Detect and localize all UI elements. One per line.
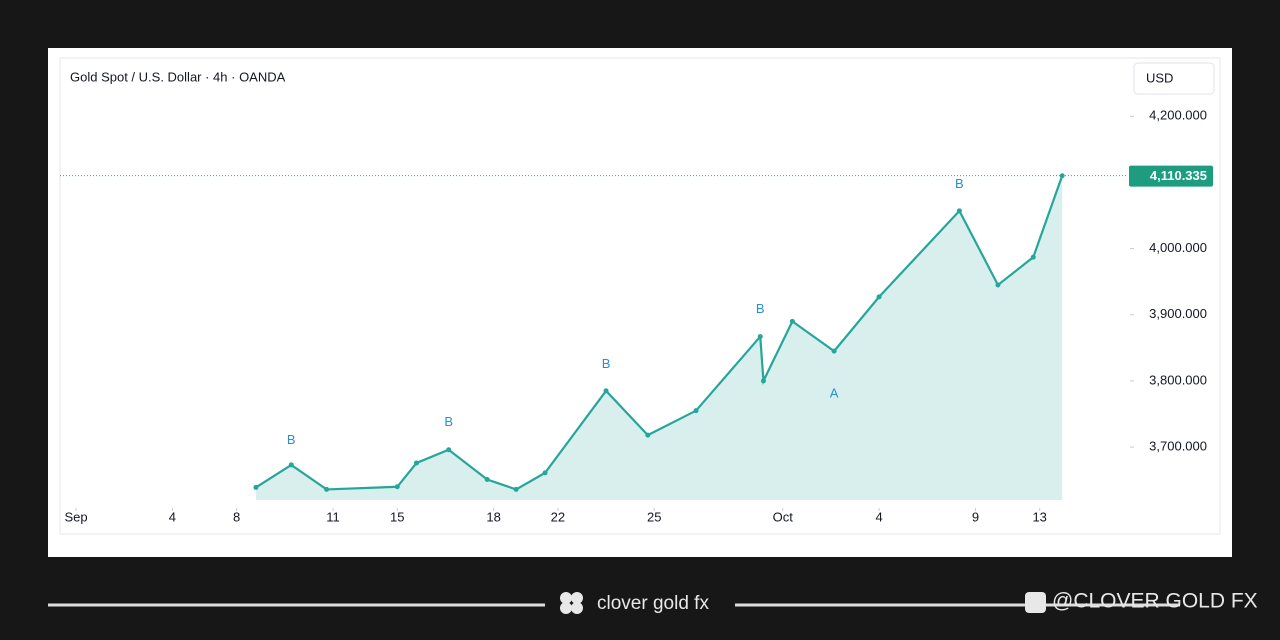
price-point: [831, 348, 837, 354]
wave-label: B: [287, 432, 296, 447]
footer-brand: clover gold fx: [597, 593, 709, 614]
wave-label: B: [602, 356, 611, 371]
chart-frame: [59, 57, 1221, 535]
y-tick-label: 4,200.000: [1149, 108, 1207, 123]
last-price-label: 4,110.335: [1150, 168, 1207, 183]
x-tick-label: 8: [233, 509, 240, 524]
price-point: [542, 470, 548, 476]
currency-box[interactable]: [1133, 62, 1215, 95]
wave-label: A: [830, 386, 839, 401]
x-tick-label: 4: [169, 509, 176, 524]
y-tick-label: 3,800.000: [1149, 372, 1207, 387]
price-point: [645, 432, 651, 438]
price-point: [394, 484, 400, 490]
price-point: [995, 282, 1001, 288]
y-tick-label: 3,900.000: [1149, 306, 1207, 321]
wave-label: B: [444, 414, 453, 429]
facebook-icon: [1025, 592, 1046, 613]
y-tick-label: 4,000.000: [1149, 240, 1207, 255]
price-point: [513, 486, 519, 492]
x-tick-label: 18: [486, 509, 500, 524]
clover-icon: [560, 592, 583, 614]
price-point: [603, 388, 609, 394]
price-point: [956, 208, 962, 214]
y-tick-label: 3,700.000: [1149, 439, 1207, 454]
x-tick-label: Oct: [773, 509, 794, 524]
price-point: [760, 378, 766, 384]
last-price-box: [1129, 165, 1213, 187]
chart-title: Gold Spot / U.S. Dollar · 4h · OANDA: [70, 69, 286, 84]
x-tick-label: 15: [390, 509, 404, 524]
price-point: [789, 318, 795, 324]
price-point: [288, 462, 294, 468]
price-point: [414, 460, 420, 466]
price-point: [484, 476, 490, 482]
price-point: [324, 486, 330, 492]
price-point: [1030, 254, 1036, 260]
x-tick-label: 25: [647, 509, 661, 524]
x-tick-label: 4: [875, 509, 882, 524]
price-point: [446, 447, 452, 453]
wave-label: B: [955, 176, 964, 191]
x-tick-label: Sep: [64, 509, 87, 524]
x-tick-label: 22: [551, 509, 565, 524]
price-point: [693, 408, 699, 414]
price-point: [253, 484, 259, 490]
chart-panel: [48, 48, 1232, 557]
price-point: [876, 294, 882, 300]
footer-handle: @CLOVER GOLD FX: [1052, 590, 1258, 613]
x-tick-label: 13: [1032, 509, 1046, 524]
price-area: [255, 175, 1063, 500]
price-point: [757, 334, 763, 340]
wave-label: B: [756, 301, 765, 316]
x-tick-label: 9: [972, 509, 979, 524]
x-tick-label: 11: [326, 509, 340, 524]
currency: USD: [1146, 70, 1173, 85]
